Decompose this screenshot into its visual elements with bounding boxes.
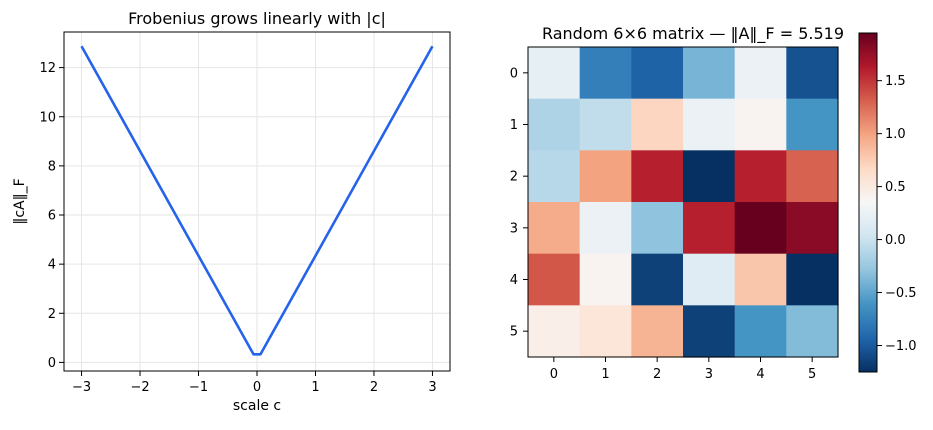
y-tick-label: 1 bbox=[510, 118, 518, 133]
y-tick-label: 12 bbox=[39, 61, 56, 76]
heatmap-cell bbox=[734, 253, 787, 306]
x-tick-label: −1 bbox=[189, 380, 208, 395]
colorbar-tick-label: 1.5 bbox=[885, 74, 906, 89]
heatmap-cell bbox=[631, 253, 684, 306]
heatmap-cells bbox=[528, 47, 839, 358]
y-tick-label: 8 bbox=[48, 159, 56, 174]
heatmap-cell bbox=[528, 305, 581, 358]
heatmap-cell bbox=[786, 98, 839, 151]
heatmap-cell bbox=[579, 253, 632, 306]
x-tick-label: 3 bbox=[428, 380, 436, 395]
heatmap-cell bbox=[786, 47, 839, 100]
series-line-0 bbox=[80, 45, 434, 356]
y-tick-label: 10 bbox=[39, 110, 56, 125]
heatmap-cell bbox=[631, 202, 684, 255]
heatmap-cell bbox=[683, 47, 736, 100]
heatmap-cell bbox=[631, 98, 684, 151]
heatmap-cell bbox=[579, 150, 632, 203]
heatmap-cell bbox=[786, 253, 839, 306]
heatmap-title: Random 6×6 matrix — ‖A‖_F = 5.519 bbox=[542, 24, 844, 44]
heatmap-cell bbox=[579, 47, 632, 100]
heatmap-cell bbox=[734, 150, 787, 203]
y-tick-label: 2 bbox=[48, 307, 56, 322]
heatmap-cell bbox=[683, 98, 736, 151]
heatmap-cell bbox=[631, 47, 684, 100]
heatmap-cell bbox=[528, 202, 581, 255]
heatmap-cell bbox=[528, 253, 581, 306]
y-tick-label: 5 bbox=[510, 325, 518, 340]
heatmap-cell bbox=[734, 98, 787, 151]
line-plot-title: Frobenius grows linearly with |c| bbox=[128, 9, 386, 28]
heatmap-cell bbox=[631, 150, 684, 203]
x-tick-label: 5 bbox=[808, 367, 816, 382]
y-tick-label: 3 bbox=[510, 221, 518, 236]
x-tick-label: 0 bbox=[550, 367, 558, 382]
heatmap-plot: Random 6×6 matrix — ‖A‖_F = 5.519 0 1 2 3 4 5… bbox=[510, 24, 844, 382]
heatmap-cell bbox=[683, 305, 736, 358]
heatmap-cell bbox=[734, 47, 787, 100]
x-tick-label: 2 bbox=[370, 380, 378, 395]
heatmap-cell bbox=[786, 150, 839, 203]
x-tick-label: 1 bbox=[601, 367, 609, 382]
colorbar-tick-label: −1.0 bbox=[885, 339, 917, 354]
y-tick-label: 0 bbox=[510, 66, 518, 81]
heatmap-cell bbox=[683, 150, 736, 203]
y-tick-label: 6 bbox=[48, 209, 56, 224]
heatmap-cell bbox=[734, 305, 787, 358]
heatmap-cell bbox=[579, 98, 632, 151]
heatmap-cell bbox=[631, 305, 684, 358]
x-tick-label: 4 bbox=[756, 367, 764, 382]
x-tick-label: 0 bbox=[253, 380, 261, 395]
heatmap-cell bbox=[786, 305, 839, 358]
x-tick-label: 2 bbox=[653, 367, 661, 382]
heatmap-cell bbox=[579, 305, 632, 358]
y-tick-label: 0 bbox=[48, 356, 56, 371]
line-plot-xlabel: scale c bbox=[233, 398, 281, 414]
colorbar-gradient bbox=[859, 33, 877, 372]
heatmap-cell bbox=[528, 47, 581, 100]
heatmap-cell bbox=[734, 202, 787, 255]
colorbar-tick-label: 0.0 bbox=[885, 233, 906, 248]
heatmap-cell bbox=[683, 202, 736, 255]
heatmap-cell bbox=[786, 202, 839, 255]
x-tick-label: 1 bbox=[311, 380, 319, 395]
colorbar-frame bbox=[858, 32, 878, 373]
colorbar-tick-label: −0.5 bbox=[885, 286, 917, 301]
heatmap-cell bbox=[528, 150, 581, 203]
y-tick-label: 4 bbox=[48, 258, 56, 273]
x-tick-label: −3 bbox=[72, 380, 91, 395]
y-tick-label: 2 bbox=[510, 170, 518, 185]
heatmap-cell bbox=[579, 202, 632, 255]
colorbar-tick-label: 1.0 bbox=[885, 127, 906, 142]
x-tick-label: 3 bbox=[705, 367, 713, 382]
heatmap-frame bbox=[527, 46, 839, 358]
line-plot-ylabel: ‖cA‖_F bbox=[12, 178, 28, 224]
x-tick-label: −2 bbox=[130, 380, 149, 395]
heatmap-cell bbox=[683, 253, 736, 306]
colorbar-tick-label: 0.5 bbox=[885, 180, 906, 195]
y-tick-label: 4 bbox=[510, 273, 518, 288]
heatmap-cell bbox=[528, 98, 581, 151]
line-plot-grid bbox=[64, 32, 450, 371]
line-plot: Frobenius grows linearly with |c| scale … bbox=[12, 9, 451, 414]
colorbar: 1.5 1.0 0.5 0.0 −0.5 −1.0 bbox=[858, 32, 917, 373]
